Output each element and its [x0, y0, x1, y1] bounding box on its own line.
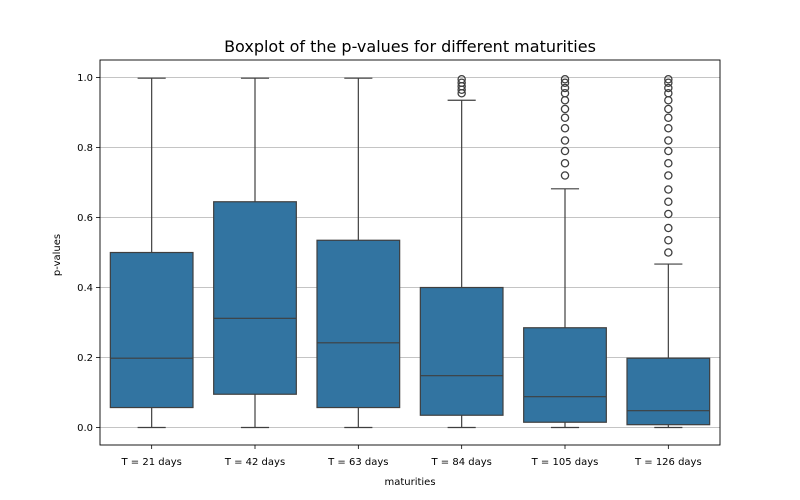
- y-axis-label: p-values: [52, 234, 63, 276]
- outlier-point: [457, 78, 466, 88]
- outlier-point: [560, 78, 570, 88]
- x-tick-label: T = 126 days: [634, 457, 702, 468]
- box-1: [109, 77, 194, 429]
- outlier-point: [664, 83, 673, 93]
- x-tick-label: T = 63 days: [327, 457, 388, 468]
- y-tick-label: 0.4: [77, 283, 93, 294]
- outlier-point: [560, 75, 570, 84]
- plot-frame: [99, 59, 721, 446]
- box-body: [213, 201, 297, 395]
- outlier-point: [560, 89, 570, 98]
- box-6: [626, 75, 711, 429]
- chart-title: Boxplot of the p-values for different ma…: [224, 37, 596, 56]
- outlier-point: [457, 75, 466, 84]
- outlier-point: [560, 146, 570, 156]
- outlier-point: [664, 197, 673, 206]
- box-3: [316, 77, 401, 429]
- outlier-point: [664, 78, 673, 88]
- y-tick-label: 0.6: [77, 213, 93, 224]
- outlier-point: [560, 171, 570, 180]
- outlier-point: [560, 96, 570, 105]
- outlier-point: [560, 158, 570, 168]
- outlier-point: [664, 96, 673, 105]
- x-tick-label: T = 84 days: [430, 457, 491, 468]
- box-body: [626, 357, 711, 426]
- box-body: [419, 286, 504, 416]
- outlier-point: [664, 136, 673, 145]
- outlier-point: [664, 104, 673, 114]
- outlier-point: [560, 83, 570, 93]
- x-tick-label: T = 21 days: [120, 457, 181, 468]
- outlier-point: [664, 235, 673, 245]
- box-4: [419, 75, 504, 429]
- box-body: [316, 239, 401, 409]
- y-tick-label: 0.8: [77, 143, 93, 154]
- outlier-point: [560, 136, 570, 145]
- outlier-point: [664, 75, 673, 84]
- outlier-point: [560, 104, 570, 114]
- outlier-point: [664, 185, 673, 194]
- box-body: [109, 251, 194, 409]
- box-layer: [109, 75, 711, 429]
- outlier-point: [664, 171, 673, 180]
- y-tick-label: 1.0: [77, 73, 93, 84]
- outlier-point: [560, 113, 570, 123]
- outlier-point: [664, 223, 673, 233]
- box-2: [213, 77, 297, 429]
- outlier-point: [664, 113, 673, 123]
- y-tick-label: 0.2: [77, 353, 93, 364]
- axis-layer: 0.0 0.2 0.4 0.6 0.8 1.0 T = 21 days T = 42 days…: [77, 59, 721, 468]
- grid-layer: [100, 77, 720, 428]
- outlier-point: [664, 158, 673, 168]
- y-tick-label: 0.0: [77, 423, 93, 434]
- box-body: [523, 327, 607, 423]
- outlier-point: [560, 124, 570, 133]
- x-tick-label: T = 42 days: [224, 457, 285, 468]
- outlier-point: [664, 89, 673, 98]
- outlier-point: [664, 209, 673, 219]
- outlier-point: [664, 146, 673, 156]
- outlier-point: [664, 124, 673, 133]
- box-5: [523, 75, 607, 429]
- outlier-point: [664, 248, 673, 257]
- x-axis-label: maturities: [384, 477, 435, 488]
- x-tick-label: T = 105 days: [531, 457, 599, 468]
